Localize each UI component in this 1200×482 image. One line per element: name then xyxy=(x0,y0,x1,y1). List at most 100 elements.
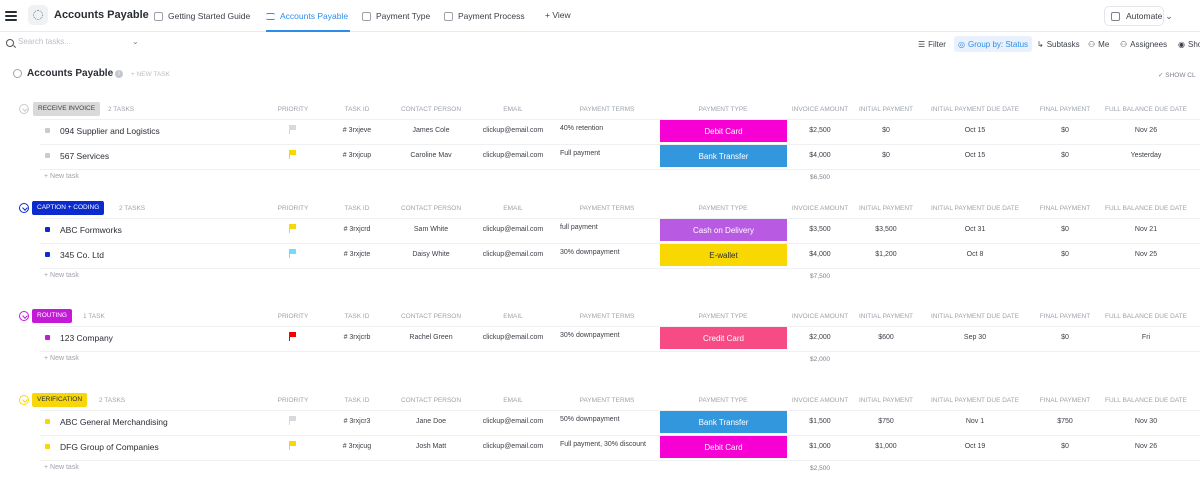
subtasks-button[interactable]: ↳ Subtasks xyxy=(1037,36,1080,52)
contact-person[interactable]: Rachel Green xyxy=(409,334,453,341)
tab-payment-type[interactable]: Payment Type xyxy=(362,0,430,32)
payment-terms[interactable]: full payment xyxy=(560,224,598,231)
final-payment[interactable]: $0 xyxy=(1061,334,1069,341)
priority-flag-icon[interactable] xyxy=(289,441,297,450)
task-id[interactable]: # 3rxjeve xyxy=(342,127,372,134)
column-header-invoice[interactable]: INVOICE AMOUNT xyxy=(791,205,849,212)
column-header-ptype[interactable]: PAYMENT TYPE xyxy=(698,397,748,404)
table-row[interactable] xyxy=(40,218,1200,243)
menu-icon[interactable] xyxy=(5,11,17,21)
status-badge[interactable]: RECEIVE INVOICE xyxy=(33,102,101,116)
status-square-icon[interactable] xyxy=(45,419,50,424)
me-button[interactable]: ⚇ Me xyxy=(1088,36,1109,52)
new-task-button[interactable]: + New task xyxy=(44,272,79,279)
tab-accounts-payable[interactable]: Accounts Payable xyxy=(266,0,351,32)
balance-due-date[interactable]: Nov 26 xyxy=(1134,443,1158,450)
column-header-ptype[interactable]: PAYMENT TYPE xyxy=(698,205,748,212)
show-button[interactable]: ◉ Sho xyxy=(1178,36,1200,52)
balance-due-date[interactable]: Yesterday xyxy=(1130,152,1162,159)
invoice-amount[interactable]: $1,500 xyxy=(809,418,831,425)
table-row[interactable] xyxy=(40,326,1200,351)
contact-person[interactable]: Caroline Mav xyxy=(410,152,452,159)
task-id[interactable]: # 3rxjcup xyxy=(342,152,372,159)
column-header-ptype[interactable]: PAYMENT TYPE xyxy=(698,106,748,113)
column-header-initial-due[interactable]: INITIAL PAYMENT DUE DATE xyxy=(930,313,1020,320)
initial-payment[interactable]: $1,200 xyxy=(875,251,897,258)
initial-payment[interactable]: $0 xyxy=(882,127,890,134)
invoice-amount[interactable]: $4,000 xyxy=(809,152,831,159)
payment-type-badge[interactable]: Credit Card xyxy=(660,327,787,349)
new-task-button[interactable]: + New task xyxy=(44,355,79,362)
column-header-initial-due[interactable]: INITIAL PAYMENT DUE DATE xyxy=(930,106,1020,113)
invoice-amount[interactable]: $2,000 xyxy=(809,334,831,341)
new-task-button[interactable]: + NEW TASK xyxy=(131,71,170,78)
initial-due-date[interactable]: Oct 15 xyxy=(964,152,986,159)
collapse-group-icon[interactable] xyxy=(19,311,29,321)
column-header-terms[interactable]: PAYMENT TERMS xyxy=(579,313,635,320)
table-row[interactable] xyxy=(40,410,1200,435)
column-header-initial-due[interactable]: INITIAL PAYMENT DUE DATE xyxy=(930,205,1020,212)
email[interactable]: clickup@email.com xyxy=(482,334,544,341)
initial-payment[interactable]: $1,000 xyxy=(875,443,897,450)
collapse-group-icon[interactable] xyxy=(19,104,29,114)
balance-due-date[interactable]: Nov 30 xyxy=(1134,418,1158,425)
column-header-priority[interactable]: PRIORITY xyxy=(277,313,309,320)
column-header-invoice[interactable]: INVOICE AMOUNT xyxy=(791,397,849,404)
email[interactable]: clickup@email.com xyxy=(482,418,544,425)
column-header-final[interactable]: FINAL PAYMENT xyxy=(1039,397,1091,404)
email[interactable]: clickup@email.com xyxy=(482,226,544,233)
column-header-invoice[interactable]: INVOICE AMOUNT xyxy=(791,106,849,113)
initial-due-date[interactable]: Oct 19 xyxy=(964,443,986,450)
column-header-invoice[interactable]: INVOICE AMOUNT xyxy=(791,313,849,320)
contact-person[interactable]: Sam White xyxy=(413,226,449,233)
initial-payment[interactable]: $3,500 xyxy=(875,226,897,233)
filter-button[interactable]: ☰ Filter xyxy=(918,36,946,52)
contact-person[interactable]: Daisy White xyxy=(412,251,450,258)
payment-type-badge[interactable]: Bank Transfer xyxy=(660,411,787,433)
payment-terms[interactable]: 40% retention xyxy=(560,125,604,132)
initial-payment[interactable]: $0 xyxy=(882,152,890,159)
column-header-final[interactable]: FINAL PAYMENT xyxy=(1039,313,1091,320)
email[interactable]: clickup@email.com xyxy=(482,127,544,134)
final-payment[interactable]: $0 xyxy=(1061,152,1069,159)
column-header-balance-due[interactable]: FULL BALANCE DUE DATE xyxy=(1105,397,1187,404)
initial-due-date[interactable]: Oct 15 xyxy=(964,127,986,134)
payment-type-badge[interactable]: Cash on Delivery xyxy=(660,219,787,241)
task-id[interactable]: # 3rxjcte xyxy=(343,251,371,258)
column-header-contact[interactable]: CONTACT PERSON xyxy=(400,313,462,320)
column-header-contact[interactable]: CONTACT PERSON xyxy=(400,205,462,212)
status-square-icon[interactable] xyxy=(45,227,50,232)
column-header-ptype[interactable]: PAYMENT TYPE xyxy=(698,313,748,320)
final-payment[interactable]: $0 xyxy=(1061,251,1069,258)
payment-type-badge[interactable]: Debit Card xyxy=(660,120,787,142)
status-square-icon[interactable] xyxy=(45,444,50,449)
final-payment[interactable]: $0 xyxy=(1061,226,1069,233)
table-row[interactable] xyxy=(40,243,1200,268)
balance-due-date[interactable]: Nov 25 xyxy=(1134,251,1158,258)
column-header-email[interactable]: EMAIL xyxy=(503,397,523,404)
invoice-amount[interactable]: $3,500 xyxy=(809,226,831,233)
status-square-icon[interactable] xyxy=(45,128,50,133)
task-id[interactable]: # 3rxjcr3 xyxy=(343,418,371,425)
status-square-icon[interactable] xyxy=(45,252,50,257)
payment-terms[interactable]: 50% downpayment xyxy=(560,416,620,423)
task-id[interactable]: # 3rxjcug xyxy=(342,443,372,450)
email[interactable]: clickup@email.com xyxy=(482,251,544,258)
status-badge[interactable]: VERIFICATION xyxy=(32,393,88,407)
add-view-button[interactable]: + View xyxy=(545,10,571,20)
invoice-amount[interactable]: $2,500 xyxy=(809,127,831,134)
new-task-button[interactable]: + New task xyxy=(44,464,79,471)
balance-due-date[interactable]: Nov 21 xyxy=(1134,226,1158,233)
task-name[interactable]: 094 Supplier and Logistics xyxy=(60,126,160,136)
payment-terms[interactable]: Full payment xyxy=(560,150,601,157)
column-header-balance-due[interactable]: FULL BALANCE DUE DATE xyxy=(1105,106,1187,113)
payment-terms[interactable]: 30% downpayment xyxy=(560,332,620,339)
task-name[interactable]: 345 Co. Ltd xyxy=(60,250,104,260)
priority-flag-icon[interactable] xyxy=(289,125,297,134)
collapse-group-icon[interactable] xyxy=(19,395,29,405)
column-header-priority[interactable]: PRIORITY xyxy=(277,205,309,212)
column-header-email[interactable]: EMAIL xyxy=(503,106,523,113)
search-input[interactable] xyxy=(18,37,128,46)
initial-due-date[interactable]: Nov 1 xyxy=(965,418,985,425)
column-header-terms[interactable]: PAYMENT TERMS xyxy=(579,205,635,212)
